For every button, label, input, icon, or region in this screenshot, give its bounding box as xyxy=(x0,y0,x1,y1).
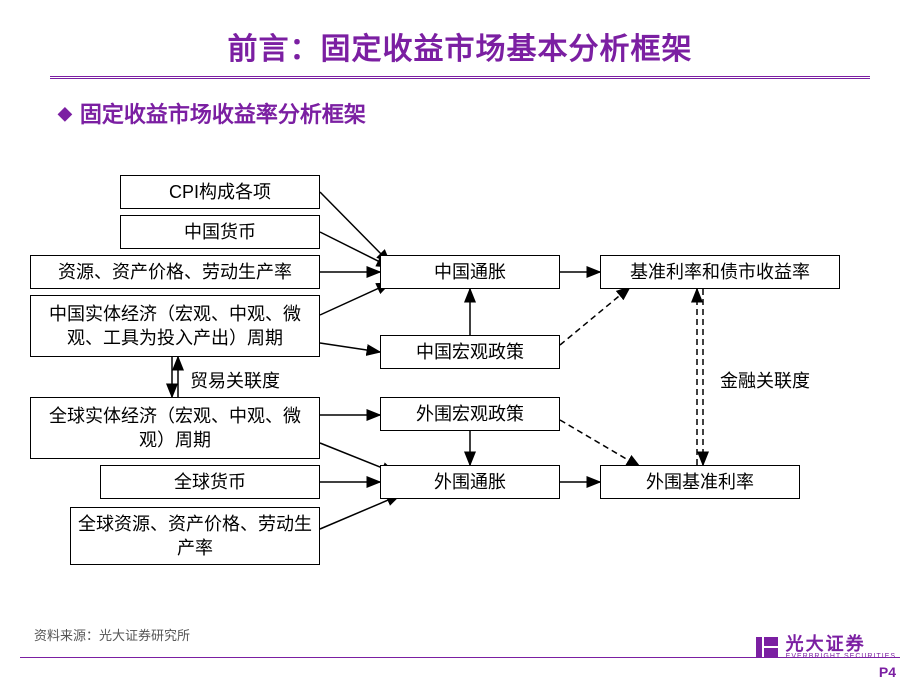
flowchart-node-base_rate: 基准利率和债市收益率 xyxy=(600,255,840,289)
title-underline xyxy=(50,76,870,79)
flowchart-node-global_res: 全球资源、资产价格、劳动生产率 xyxy=(70,507,320,565)
flowchart-node-ext_infl: 外围通胀 xyxy=(380,465,560,499)
flowchart-node-ext_base: 外围基准利率 xyxy=(600,465,800,499)
page-number: P4 xyxy=(879,664,896,680)
source-note: 资料来源：光大证券研究所 xyxy=(34,625,190,644)
logo-mark-icon xyxy=(754,634,780,660)
flowchart-node-cn_infl: 中国通胀 xyxy=(380,255,560,289)
flowchart-edge-label: 金融关联度 xyxy=(720,367,810,393)
logo-text-en: EVERBRIGHT SECURITIES xyxy=(786,653,896,660)
flowchart-diagram: CPI构成各项中国货币资源、资产价格、劳动生产率中国实体经济（宏观、中观、微观、… xyxy=(0,175,920,645)
flowchart-node-cn_real_econ: 中国实体经济（宏观、中观、微观、工具为投入产出）周期 xyxy=(30,295,320,357)
subtitle-row: ◆ 固定收益市场收益率分析框架 xyxy=(58,97,920,129)
flowchart-edge-label: 贸易关联度 xyxy=(190,367,280,393)
flowchart-node-cn_money: 中国货币 xyxy=(120,215,320,249)
subtitle-text: 固定收益市场收益率分析框架 xyxy=(80,97,366,129)
flowchart-node-cpi: CPI构成各项 xyxy=(120,175,320,209)
flowchart-node-ext_macro: 外围宏观政策 xyxy=(380,397,560,431)
logo-text-cn: 光大证券 xyxy=(786,635,896,653)
flowchart-node-resources: 资源、资产价格、劳动生产率 xyxy=(30,255,320,289)
flowchart-node-cn_macro: 中国宏观政策 xyxy=(380,335,560,369)
bullet-diamond-icon: ◆ xyxy=(58,103,72,124)
brand-logo: 光大证券 EVERBRIGHT SECURITIES xyxy=(754,634,896,660)
flowchart-node-global_real: 全球实体经济（宏观、中观、微观）周期 xyxy=(30,397,320,459)
flowchart-node-global_money: 全球货币 xyxy=(100,465,320,499)
slide-title: 前言：固定收益市场基本分析框架 xyxy=(0,0,920,68)
